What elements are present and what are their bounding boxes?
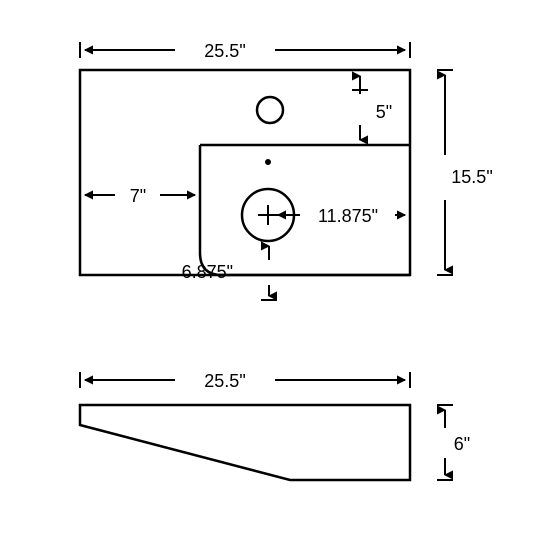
dim-side-width: 25.5" [80,371,410,391]
dim-side-height: 6" [437,405,470,480]
dim-left-margin-label: 7" [130,186,146,206]
countertop-outline [80,70,410,275]
dim-top-width-label: 25.5" [204,41,245,61]
top-view: 25.5" 15.5" 7" 5" 11.875" [80,41,493,300]
dim-drain-to-right: 11.875" [278,206,405,226]
dim-top-width: 25.5" [80,41,410,61]
dim-top-margin-label: 5" [376,102,392,122]
dim-side-width-label: 25.5" [204,371,245,391]
dim-drain-diameter-label: 6.875" [182,262,233,282]
side-view: 25.5" 6" [80,371,470,480]
faucet-hole [257,97,283,123]
technical-drawing: 25.5" 15.5" 7" 5" 11.875" [0,0,550,550]
overflow-dot [265,159,271,165]
side-profile [80,405,410,480]
dim-right-height-label: 15.5" [451,167,492,187]
dim-side-height-label: 6" [454,434,470,454]
dim-right-height: 15.5" [437,70,493,275]
dim-left-margin: 7" [85,186,195,206]
basin-outline [200,145,410,275]
dim-drain-diameter: 6.875" [182,246,277,300]
dim-drain-to-right-label: 11.875" [318,206,378,226]
dim-top-margin: 5" [352,76,392,140]
